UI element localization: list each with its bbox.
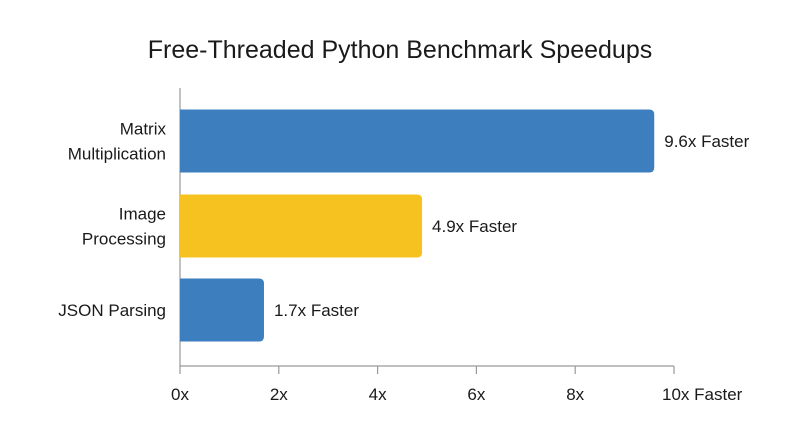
category-label: JSON Parsing xyxy=(58,301,166,320)
x-tick-label: 10x Faster xyxy=(662,385,743,404)
category-label: Image Processing xyxy=(82,205,166,249)
chart-title: Free-Threaded Python Benchmark Speedups xyxy=(148,36,652,64)
x-tick-label: 6x xyxy=(467,385,485,404)
bar xyxy=(180,278,264,342)
x-tick-label: 4x xyxy=(369,385,387,404)
bar xyxy=(180,109,655,173)
bar-value-label: 4.9x Faster xyxy=(432,217,517,236)
category-labels: Matrix Multiplication Image Processing JSON … xyxy=(58,120,166,321)
bar-value-label: 9.6x Faster xyxy=(664,132,749,151)
x-tick-label: 8x xyxy=(566,385,584,404)
x-tick-label: 0x xyxy=(171,385,189,404)
bar xyxy=(180,194,423,258)
bar-value-label: 1.7x Faster xyxy=(274,301,359,320)
category-label: Matrix Multiplication xyxy=(68,120,167,164)
bars-group xyxy=(180,109,655,342)
data-labels: 9.6x Faster 4.9x Faster 1.7x Faster xyxy=(274,132,750,320)
x-tick-label: 2x xyxy=(270,385,288,404)
x-axis-ticks: 0x 2x 4x 6x 8x 10x Faster xyxy=(171,366,743,404)
